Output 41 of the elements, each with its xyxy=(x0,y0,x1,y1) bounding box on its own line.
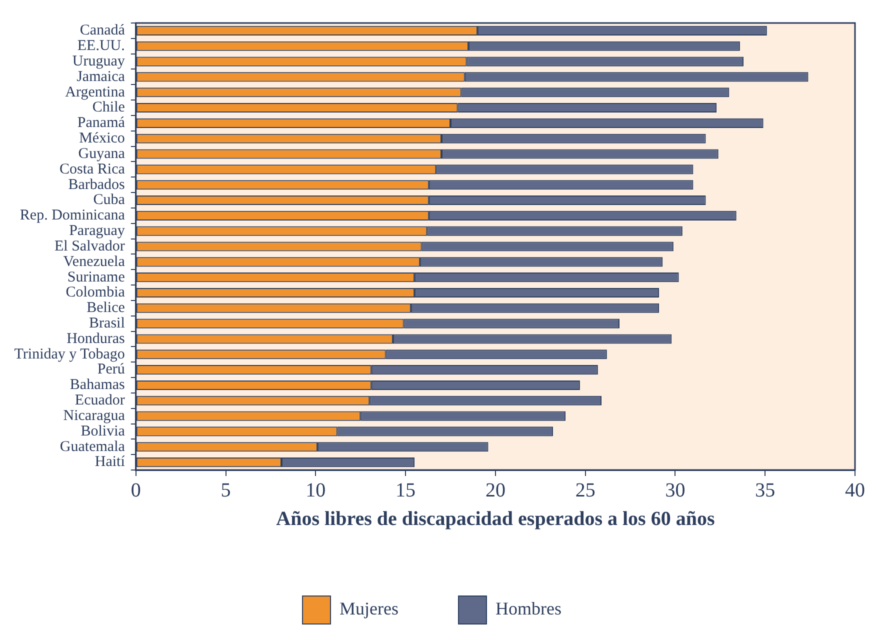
legend-label: Hombres xyxy=(496,598,562,619)
x-tick-label: 20 xyxy=(485,479,506,502)
y-tick-label: EE.UU. xyxy=(77,38,125,54)
y-tick-label: Guatemala xyxy=(60,438,126,455)
y-tick-label: Venezuela xyxy=(63,254,126,270)
y-tick-label: Jamaica xyxy=(76,68,126,85)
y-tick-label: México xyxy=(79,130,125,147)
y-tick-label: Nicaragua xyxy=(63,408,126,424)
x-tick-label: 35 xyxy=(755,479,776,502)
x-tick-label: 5 xyxy=(220,479,231,502)
x-tick-label: 15 xyxy=(396,479,416,502)
y-tick-label: Colombia xyxy=(66,284,126,301)
x-tick-label: 40 xyxy=(845,479,865,502)
y-tick-label: Cuba xyxy=(93,192,126,208)
x-tick-label: 0 xyxy=(130,479,141,502)
y-tick-label: Bolivia xyxy=(80,423,126,440)
x-tick-label: 30 xyxy=(665,479,686,502)
y-tick-label: Argentina xyxy=(65,84,126,100)
y-tick-label: Triniday y Tobago xyxy=(14,346,125,362)
y-tick-label: Rep. Dominicana xyxy=(20,208,126,224)
y-tick-label: Costa Rica xyxy=(59,161,126,178)
y-tick-label: Belice xyxy=(86,300,126,316)
y-tick-label: Barbados xyxy=(68,176,126,193)
y-tick-label: Ecuador xyxy=(74,392,125,409)
x-tick-label: 25 xyxy=(575,479,596,502)
legend-label: Mujeres xyxy=(340,598,398,619)
y-tick-label: El Salvador xyxy=(54,238,125,254)
y-tick-label: Brasil xyxy=(89,316,125,332)
y-tick-label: Panamá xyxy=(77,115,126,132)
y-tick-label: Guyana xyxy=(78,146,126,162)
x-axis-title: Años libres de discapacidad esperados a los 60 años xyxy=(276,508,715,530)
y-tick-label: Chile xyxy=(92,100,126,116)
y-tick-label: Paraguay xyxy=(69,223,126,240)
y-tick-label: Bahamas xyxy=(70,377,126,394)
y-tick-label: Haití xyxy=(94,454,126,470)
y-tick-label: Uruguay xyxy=(72,53,126,70)
y-tick-label: Canadá xyxy=(80,22,126,39)
x-tick-label: 10 xyxy=(306,479,326,502)
y-tick-label: Suriname xyxy=(67,269,126,286)
y-tick-label: Perú xyxy=(97,362,126,378)
y-tick-label: Honduras xyxy=(66,330,126,347)
